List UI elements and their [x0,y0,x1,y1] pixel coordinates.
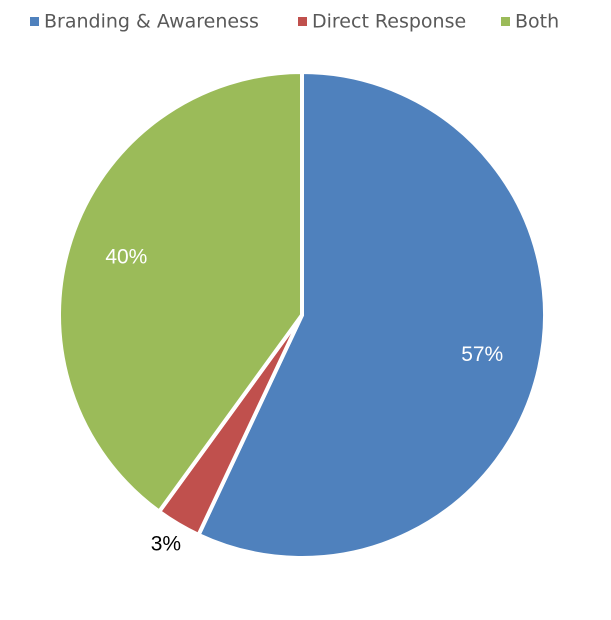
data-label: 57% [461,343,503,366]
legend-label: Branding & Awareness [44,11,259,33]
pie-slice [196,70,547,560]
data-label: 40% [105,245,147,268]
legend-marker [501,17,510,26]
legend-marker [298,17,307,26]
legend-label: Direct Response [312,11,466,33]
legend-label: Both [515,11,559,33]
pie [57,70,547,560]
legend: Branding & Awareness Direct Response Both [30,11,559,33]
data-label: 3% [151,533,181,556]
pie-slice [57,70,304,514]
data-labels: 57% 3% 40% [105,245,503,555]
legend-marker [30,17,39,26]
